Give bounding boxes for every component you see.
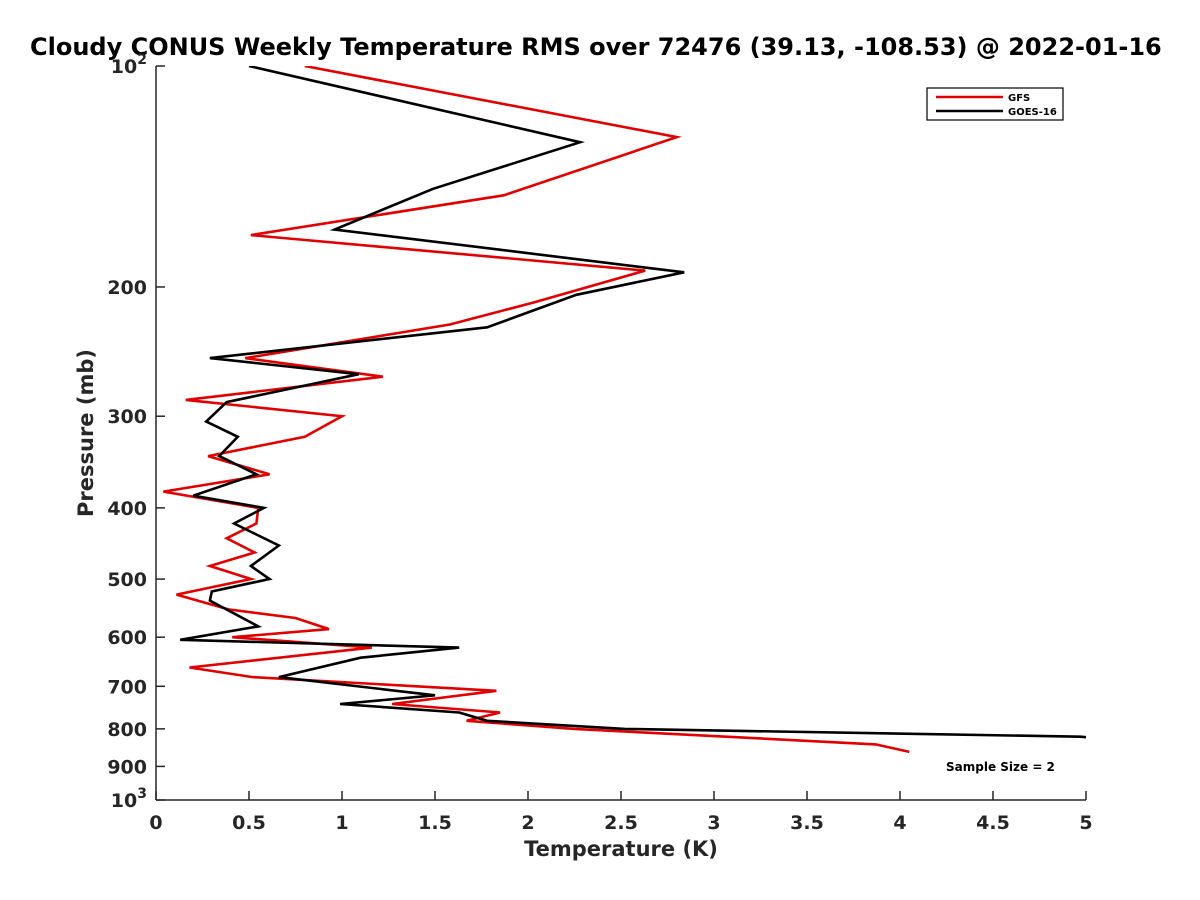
- series-line-goes-16: [179, 66, 1086, 739]
- legend-label: GFS: [1008, 93, 1030, 104]
- x-tick-label: 4.5: [976, 812, 1010, 834]
- plot-area: [156, 66, 1086, 800]
- y-tick-label: 600: [107, 627, 147, 649]
- x-tick-label: 5: [1079, 812, 1092, 834]
- sample-size-annotation: Sample Size = 2: [946, 760, 1055, 774]
- y-tick-label: 103: [111, 786, 147, 812]
- x-tick-label: 0.5: [232, 812, 266, 834]
- x-tick-label: 1.5: [418, 812, 452, 834]
- y-tick-label: 700: [107, 676, 147, 698]
- x-tick-label: 2.5: [604, 812, 638, 834]
- y-tick-label: 300: [107, 406, 147, 428]
- x-axis-label: Temperature (K): [524, 837, 718, 861]
- y-tick-label: 800: [107, 719, 147, 741]
- chart-title: Cloudy CONUS Weekly Temperature RMS over…: [30, 33, 1162, 61]
- x-tick-label: 1: [335, 812, 348, 834]
- x-tick-label: 3: [707, 812, 720, 834]
- y-tick-label: 400: [107, 498, 147, 520]
- y-tick-label: 102: [111, 52, 147, 78]
- y-tick-label: 200: [107, 277, 147, 299]
- series-layer: [163, 66, 1086, 754]
- x-tick-label: 3.5: [790, 812, 824, 834]
- x-tick-label: 0: [149, 812, 162, 834]
- legend-box: [926, 87, 1064, 121]
- y-tick-label: 900: [107, 756, 147, 778]
- x-tick-label: 4: [893, 812, 906, 834]
- series-line-gfs: [163, 66, 910, 754]
- legend: GFS GOES-16: [926, 87, 1064, 121]
- x-tick-label: 2: [521, 812, 534, 834]
- y-tick-label: 500: [107, 569, 147, 591]
- y-axis-label: Pressure (mb): [74, 349, 98, 517]
- axes: 0 0.5 1 1.5 2 2.5 3 3.5 4 4.5 5 102 200 300 400 500 600 7…: [107, 52, 1092, 834]
- legend-label: GOES-16: [1008, 107, 1057, 118]
